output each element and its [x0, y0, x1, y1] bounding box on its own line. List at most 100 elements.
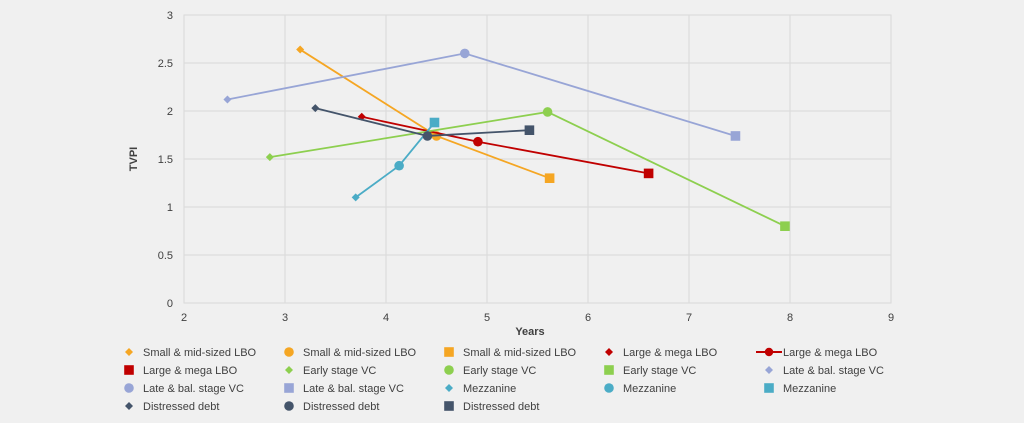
legend-square-swatch	[124, 365, 134, 375]
legend-diamond-swatch	[445, 384, 453, 392]
legend-circle-swatch	[604, 383, 614, 393]
x-tick-label: 4	[383, 312, 389, 324]
data-point-square	[643, 168, 654, 179]
data-point-circle	[459, 48, 470, 59]
series-line	[361, 115, 649, 175]
axes: Years TVPI 2 3 4 5 6 7 8 9 0 0.5 1 1.5 2 2.5 3	[128, 10, 894, 338]
data-point-diamond	[265, 153, 274, 162]
legend: Small & mid-sized LBO Small & mid-sized L…	[124, 347, 884, 413]
data-point-diamond	[296, 45, 305, 54]
legend-label: Small & mid-sized LBO	[143, 347, 257, 359]
legend-item: Small & mid-sized LBO	[125, 347, 257, 359]
legend-diamond-swatch	[125, 348, 133, 356]
legend-item: Late & bal. stage VC	[124, 383, 244, 395]
x-tick-label: 3	[282, 312, 288, 324]
legend-square-swatch	[444, 347, 454, 357]
legend-item: Mezzanine	[764, 383, 836, 395]
legend-item: Early stage VC	[604, 365, 696, 377]
data-point-square	[780, 221, 790, 231]
data-point-diamond	[223, 95, 232, 104]
data-point-circle	[394, 160, 404, 171]
x-tick-label: 9	[888, 312, 894, 324]
legend-item: Mezzanine	[445, 383, 516, 395]
legend-item: Large & mega LBO	[124, 365, 238, 377]
legend-label: Small & mid-sized LBO	[463, 347, 577, 359]
y-tick-label: 2	[167, 106, 173, 118]
legend-item: Early stage VC	[444, 365, 536, 377]
legend-square-swatch	[604, 365, 614, 375]
legend-circle-swatch	[764, 347, 774, 357]
legend-item: Small & mid-sized LBO	[284, 347, 417, 359]
data-point-diamond	[311, 104, 320, 113]
legend-diamond-swatch	[125, 402, 133, 410]
data-point-square	[730, 131, 741, 141]
legend-item: Small & mid-sized LBO	[444, 347, 577, 359]
legend-label: Distressed debt	[143, 401, 219, 413]
series-early-stage-vc	[265, 107, 790, 231]
legend-circle-swatch	[284, 347, 294, 357]
legend-label: Mezzanine	[783, 383, 836, 395]
data-point-circle	[473, 136, 483, 147]
legend-item: Late & bal. stage VC	[765, 365, 884, 377]
plot-area-series	[223, 45, 790, 231]
x-tick-label: 2	[181, 312, 187, 324]
legend-label: Late & bal. stage VC	[143, 383, 244, 395]
series-distressed-debt	[311, 104, 535, 141]
series-line	[355, 121, 436, 199]
legend-label: Late & bal. stage VC	[303, 383, 404, 395]
legend-item: Large & mega LBO	[605, 347, 718, 359]
y-tick-label: 1	[167, 202, 173, 214]
x-axis-title: Years	[515, 326, 544, 338]
y-tick-label: 2.5	[158, 58, 173, 70]
legend-square-swatch	[284, 383, 294, 393]
legend-item: Late & bal. stage VC	[284, 383, 404, 395]
legend-diamond-swatch	[285, 366, 293, 374]
legend-circle-swatch	[284, 401, 294, 411]
legend-item: Large & mega LBO	[756, 347, 878, 359]
legend-circle-swatch	[124, 383, 134, 393]
legend-label: Early stage VC	[623, 365, 696, 377]
y-tick-label: 0.5	[158, 250, 173, 262]
legend-diamond-swatch	[765, 366, 773, 374]
legend-item: Mezzanine	[604, 383, 676, 395]
legend-label: Early stage VC	[463, 365, 536, 377]
data-point-square	[544, 173, 555, 183]
legend-label: Distressed debt	[303, 401, 379, 413]
legend-label: Small & mid-sized LBO	[303, 347, 417, 359]
legend-circle-line-swatch	[756, 347, 782, 357]
legend-diamond-swatch	[605, 348, 613, 356]
data-point-diamond	[351, 193, 360, 202]
x-tick-label: 7	[686, 312, 692, 324]
series-mezzanine	[351, 117, 440, 202]
gridlines	[183, 14, 892, 304]
data-point-square	[429, 117, 440, 128]
legend-square-swatch	[444, 401, 454, 411]
legend-label: Mezzanine	[623, 383, 676, 395]
data-point-square	[524, 125, 535, 135]
x-tick-label: 8	[787, 312, 793, 324]
legend-label: Large & mega LBO	[143, 365, 238, 377]
data-point-circle	[422, 131, 433, 141]
legend-item: Distressed debt	[444, 401, 539, 413]
legend-label: Early stage VC	[303, 365, 376, 377]
legend-label: Mezzanine	[463, 383, 516, 395]
legend-item: Distressed debt	[284, 401, 379, 413]
legend-label: Large & mega LBO	[623, 347, 718, 359]
x-tick-label: 5	[484, 312, 490, 324]
legend-item: Early stage VC	[285, 365, 376, 377]
x-tick-label: 6	[585, 312, 591, 324]
data-point-circle	[542, 107, 553, 117]
series-small-and-mid-sized-lbo	[296, 45, 555, 183]
legend-item: Distressed debt	[125, 401, 219, 413]
legend-circle-swatch	[444, 365, 454, 375]
y-tick-label: 1.5	[158, 154, 173, 166]
legend-label: Distressed debt	[463, 401, 539, 413]
y-tick-label: 3	[167, 10, 173, 22]
series-late-and-bal-stage-vc	[223, 48, 741, 141]
y-tick-label: 0	[167, 298, 173, 310]
y-axis-title: TVPI	[128, 147, 140, 171]
legend-square-swatch	[764, 383, 774, 393]
legend-label: Large & mega LBO	[783, 347, 878, 359]
